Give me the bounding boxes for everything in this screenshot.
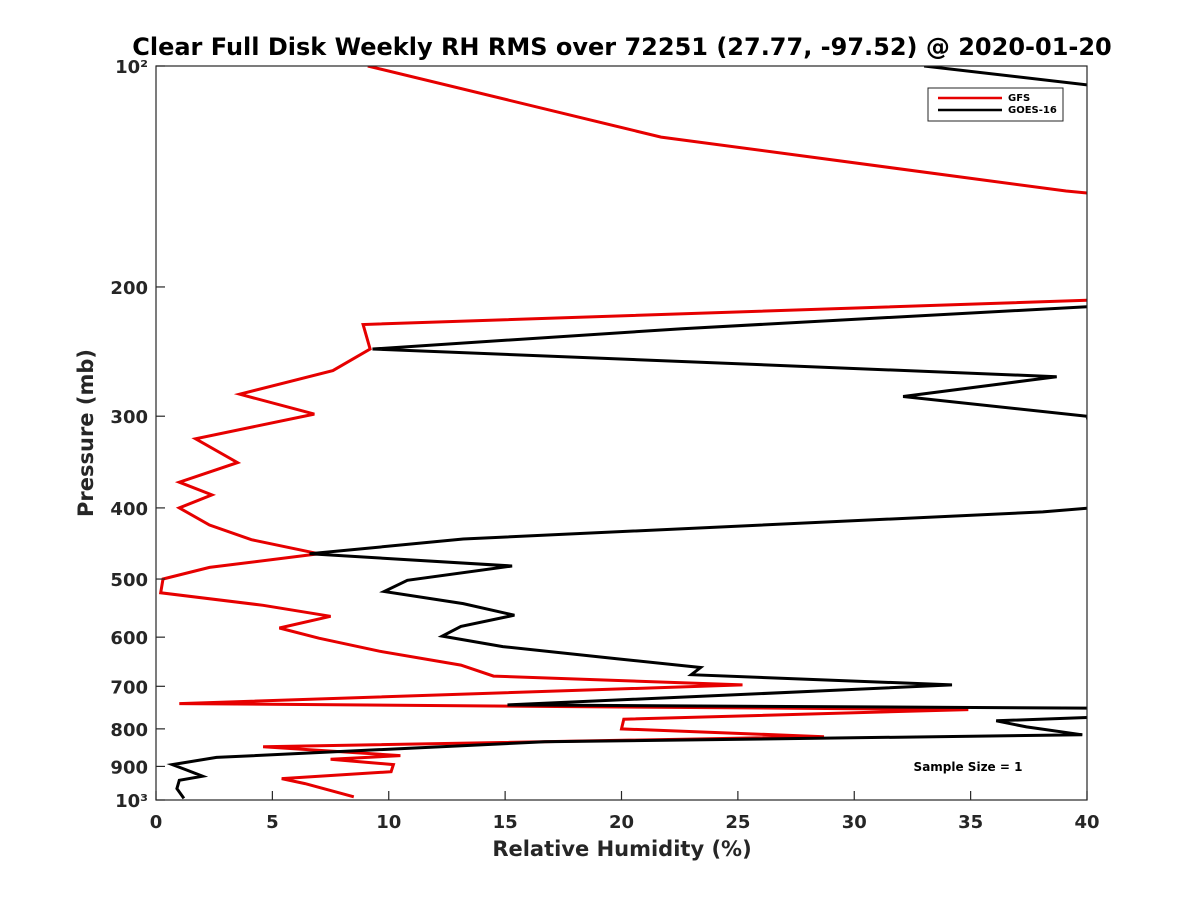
y-tick-label: 500 xyxy=(110,570,148,591)
x-tick-label: 10 xyxy=(376,812,401,833)
x-tick-label: 15 xyxy=(493,812,518,833)
x-tick-label: 0 xyxy=(150,812,163,833)
x-tick-label: 25 xyxy=(725,812,750,833)
y-tick-label: 10³ xyxy=(115,791,148,812)
y-tick-label: 200 xyxy=(110,278,148,299)
y-axis-label: Pressure (mb) xyxy=(74,349,98,517)
legend-label-gfs: GFS xyxy=(1008,93,1030,104)
y-tick-label: 600 xyxy=(110,628,148,649)
series-line-gfs xyxy=(158,66,1087,799)
y-tick-label: 400 xyxy=(110,499,148,520)
x-axis: 0 5 10 15 20 25 30 35 40 xyxy=(150,791,1100,833)
series-line-goes16 xyxy=(166,66,1087,800)
y-axis: 10² 200 300 400 500 600 700 800 900 10³ xyxy=(110,57,165,812)
x-tick-label: 30 xyxy=(842,812,867,833)
x-axis-label: Relative Humidity (%) xyxy=(492,837,751,861)
y-tick-label: 800 xyxy=(110,720,148,741)
x-tick-label: 35 xyxy=(958,812,983,833)
y-tick-label: 700 xyxy=(110,677,148,698)
series-layer xyxy=(158,66,1087,800)
x-tick-label: 20 xyxy=(609,812,634,833)
y-tick-label: 900 xyxy=(110,757,148,778)
legend-label-goes16: GOES-16 xyxy=(1008,105,1057,116)
sample-size-annotation: Sample Size = 1 xyxy=(914,760,1023,774)
legend-box xyxy=(927,87,1064,122)
y-tick-label: 300 xyxy=(110,407,148,428)
chart-title: Clear Full Disk Weekly RH RMS over 72251… xyxy=(132,33,1112,61)
x-tick-label: 5 xyxy=(266,812,279,833)
legend: GFS GOES-16 xyxy=(927,87,1064,122)
x-tick-label: 40 xyxy=(1074,812,1099,833)
y-tick-label: 10² xyxy=(115,57,148,78)
